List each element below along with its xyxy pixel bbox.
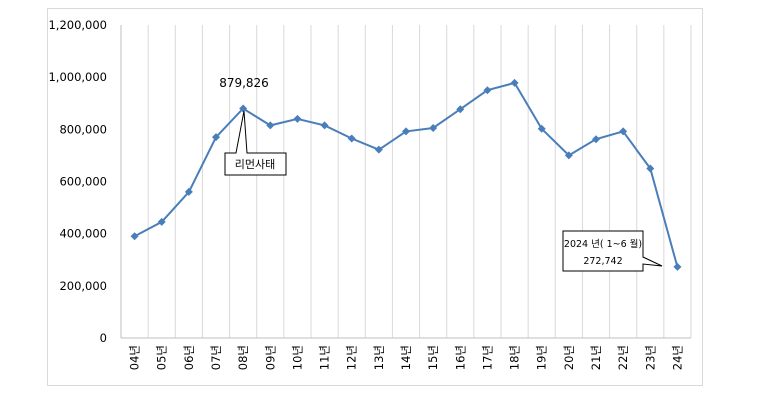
y-axis: 0 200,000 400,000 600,000 800,000 1,000,000 1,… (48, 18, 122, 345)
data-point-marker (537, 124, 546, 133)
data-point-marker (456, 105, 465, 114)
x-tick-label: 11년 (318, 345, 332, 370)
y-tick-label: 800,000 (59, 122, 107, 136)
data-point-marker (293, 114, 302, 123)
x-tick-label: 06년 (182, 345, 196, 370)
data-point-marker (374, 145, 383, 154)
data-point-marker (483, 86, 492, 95)
y-tick-label: 400,000 (59, 227, 107, 241)
data-point-marker (239, 104, 248, 113)
data-point-marker (429, 124, 438, 133)
data-point-marker (212, 133, 220, 142)
data-point-marker (184, 187, 193, 196)
x-axis: 04년 05년 06년 07년 08년 09년 10년 11년 12년 13년 14년 15년 16년 1… (121, 337, 691, 370)
x-tick-label: 22년 (616, 345, 630, 370)
y-tick-label: 200,000 (59, 279, 107, 293)
data-point-marker (564, 151, 573, 160)
y-tick-label: 0 (100, 331, 107, 345)
event-label: 리먼사태 (235, 158, 275, 171)
x-tick-label: 18년 (508, 345, 522, 370)
x-tick-label: 17년 (480, 345, 494, 370)
x-tick-label: 10년 (290, 345, 304, 370)
x-tick-label: 23년 (643, 345, 657, 370)
x-tick-label: 08년 (236, 345, 250, 370)
x-tick-label: 05년 (155, 345, 169, 370)
last-value-label: 272,742 (583, 256, 622, 267)
x-tick-label: 21년 (589, 345, 603, 370)
y-tick-label: 1,200,000 (48, 18, 107, 32)
x-tick-label: 14년 (399, 345, 413, 370)
data-point-marker (619, 127, 628, 136)
x-tick-label: 24년 (670, 345, 684, 370)
x-tick-label: 16년 (453, 345, 467, 370)
data-point-marker (320, 121, 329, 130)
data-point-marker (673, 262, 682, 271)
data-point-marker (510, 78, 519, 87)
data-point-marker (130, 232, 139, 241)
last-value-callout: 2024 년( 1~6 월) 272,742 (562, 230, 663, 272)
x-tick-label: 13년 (372, 345, 386, 370)
y-tick-label: 1,000,000 (48, 70, 107, 84)
data-point-marker (347, 134, 356, 143)
peak-value-label: 879,826 (219, 76, 269, 90)
data-point-marker (157, 217, 166, 226)
x-tick-label: 04년 (128, 345, 142, 370)
x-tick-label: 15년 (426, 345, 440, 370)
grid-lines (147, 25, 692, 338)
x-tick-label: 09년 (263, 345, 277, 370)
x-tick-label: 19년 (535, 345, 549, 370)
x-tick-label: 20년 (562, 345, 576, 370)
y-tick-label: 600,000 (59, 175, 107, 189)
x-tick-label: 12년 (345, 345, 359, 370)
data-point-marker (266, 121, 275, 130)
event-callout: 리먼사태 (224, 110, 287, 176)
chart-frame (47, 8, 703, 386)
data-point-marker (646, 164, 655, 173)
data-point-marker (592, 135, 600, 144)
data-point-marker (402, 127, 410, 136)
data-points (130, 78, 682, 271)
last-period-label: 2024 년( 1~6 월) (564, 238, 642, 250)
x-tick-label: 07년 (209, 345, 223, 370)
